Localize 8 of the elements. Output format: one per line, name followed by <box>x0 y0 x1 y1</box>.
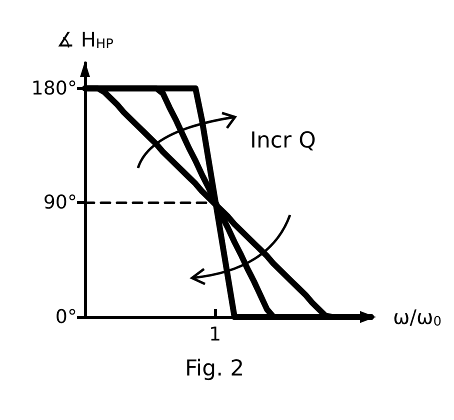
caption: Fig. 2 <box>185 356 244 382</box>
y-tick-label: 180° <box>31 77 77 100</box>
y-tick-label: 90° <box>43 192 77 214</box>
y-axis-title: ∡ HHP <box>56 28 114 52</box>
x-tick-label: 1 <box>208 324 222 346</box>
x-axis-title: ω/ω0 <box>393 305 442 330</box>
y-tick-label: 0° <box>55 306 77 328</box>
annotation: Incr Q <box>250 128 316 154</box>
